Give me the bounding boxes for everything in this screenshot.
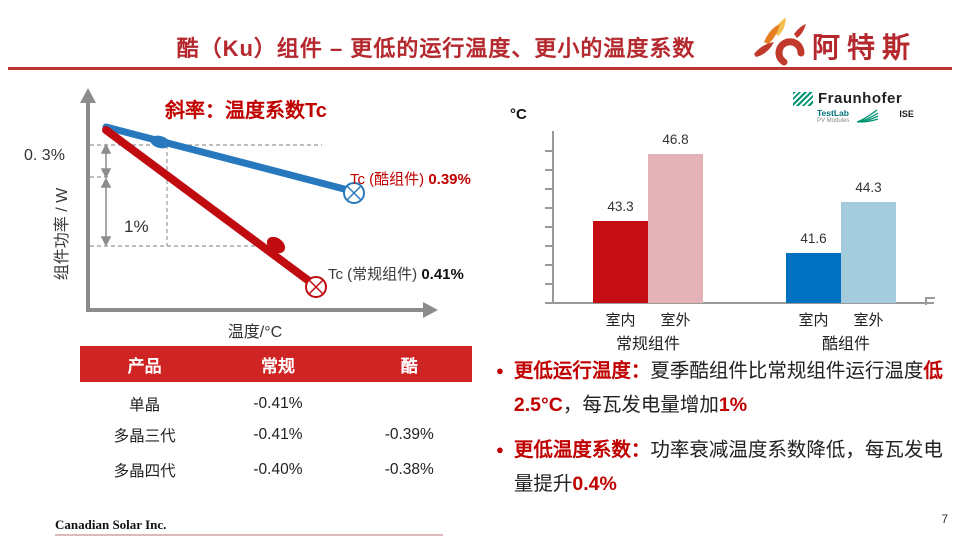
cell: -0.39% [384, 425, 434, 443]
line-chart-x-axis-label: 温度/°C [227, 324, 283, 341]
series-line-standard [102, 126, 317, 288]
title-divider [8, 67, 952, 70]
cool-point-marker [150, 135, 170, 149]
bullet-text: 功率衰减温度系数降低，每瓦发电量提升 [513, 439, 943, 495]
bar-chart-y-axis [552, 131, 554, 303]
footer-divider [55, 534, 443, 536]
cell: -0.38% [384, 460, 434, 478]
page-title: 酷（Ku）组件 – 更低的运行温度、更小的温度系数 [176, 36, 696, 61]
bar-chart-right-tick [925, 297, 935, 299]
series-value-cool: 0.39% [428, 171, 471, 188]
fraunhofer-logo: Fraunhofer TestLab PV Modules ISE [793, 90, 943, 124]
cell: 多晶三代 [113, 427, 176, 445]
cell: -0.41% [253, 394, 303, 412]
coefficient-table: 产品 常规 酷 单晶 -0.41% 多晶三代 -0.41% -0.39% 多晶四… [80, 346, 472, 487]
bar-x-label: 室内 [605, 312, 636, 329]
cell [347, 382, 472, 417]
table-row: 单晶 -0.41% [80, 382, 472, 417]
series-label-standard: Tc (常规组件) 0.41% [328, 263, 464, 284]
bullet-text: 夏季酷组件比常规组件运行温度 [650, 360, 924, 382]
bar-x-label: 室外 [853, 312, 884, 329]
line-chart-canvas [80, 88, 438, 318]
bar-x-label: 室外 [660, 312, 691, 329]
sun-rays-icon [754, 18, 806, 66]
footer-company-name: Canadian Solar Inc. [55, 517, 167, 532]
cell: 多晶四代 [113, 462, 176, 480]
series-label-cool: Tc (酷组件) 0.39% [350, 168, 471, 189]
page-number: 7 [941, 512, 948, 526]
bar-value: 46.8 [662, 132, 689, 147]
bar-x-label: 室内 [798, 312, 829, 329]
bar-standard-outdoor [648, 154, 703, 303]
bullet-text: ，每瓦发电量增加 [562, 394, 719, 416]
bullet-lead: 更低运行温度： [513, 360, 651, 382]
col-header-product: 产品 [80, 346, 210, 382]
bullet-highlight: 0.4% [572, 473, 617, 495]
series-name-standard: Tc (常规组件) [328, 266, 422, 283]
bar-chart-unit-label: °C [510, 106, 527, 123]
bullet-lower-operating-temp: 更低运行温度：夏季酷组件比常规组件运行温度低2.5°C，每瓦发电量增加1% [496, 354, 950, 422]
table-header-row: 产品 常规 酷 [80, 346, 472, 382]
standard-point-marker [266, 236, 286, 254]
bar-chart-right-tick [925, 297, 927, 305]
brand-name: 阿特斯 [812, 32, 918, 63]
fraunhofer-square-icon [793, 91, 813, 106]
table-row: 多晶三代 -0.41% -0.39% [80, 417, 472, 452]
bullet-highlight: 低2.5°C [513, 360, 943, 416]
fraunhofer-name: Fraunhofer [818, 90, 903, 107]
bar-value: 43.3 [607, 199, 634, 214]
cell: -0.41% [253, 425, 303, 443]
bullet-lead: 更低温度系数： [513, 439, 651, 461]
series-name-cool: Tc (酷组件) [350, 171, 429, 188]
bullet-highlight: 1% [718, 394, 748, 416]
bar-group-label-cool: 酷组件 [821, 336, 870, 353]
bar-group-label-standard: 常规组件 [615, 336, 680, 353]
annotation-1pct: 1% [124, 217, 149, 236]
bar-cool-indoor [786, 253, 841, 303]
cell: -0.40% [253, 460, 303, 478]
key-points: 更低运行温度：夏季酷组件比常规组件运行温度低2.5°C，每瓦发电量增加1% 更低… [496, 354, 950, 512]
standard-end-marker [305, 276, 327, 298]
col-header-cool: 酷 [346, 346, 472, 382]
series-value-standard: 0.41% [421, 266, 464, 283]
fraunhofer-testlab: TestLab [817, 108, 849, 118]
series-line-cool [102, 123, 352, 194]
line-chart-y-axis-label: 组件功率 / W [54, 187, 71, 281]
fraunhofer-pv-modules: PV Modules [817, 118, 850, 124]
cell: 单晶 [129, 396, 161, 414]
bullet-lower-temp-coefficient: 更低温度系数：功率衰减温度系数降低，每瓦发电量提升0.4% [496, 433, 950, 501]
bar-chart-baseline [546, 302, 934, 304]
bar-value: 44.3 [855, 180, 882, 195]
cool-end-marker [343, 182, 365, 204]
annotation-0.3pct: 0. 3% [24, 147, 65, 164]
bar-cool-outdoor [841, 202, 896, 303]
col-header-standard: 常规 [209, 346, 347, 382]
fraunhofer-ise: ISE [899, 109, 914, 119]
bar-standard-indoor [593, 221, 648, 303]
fraunhofer-fan-icon [857, 109, 879, 123]
bar-value: 41.6 [800, 231, 827, 246]
bar-chart-y-ticks [545, 150, 552, 304]
table-row: 多晶四代 -0.40% -0.38% [80, 452, 472, 487]
line-chart-title: 斜率：温度系数Tc [165, 100, 327, 122]
